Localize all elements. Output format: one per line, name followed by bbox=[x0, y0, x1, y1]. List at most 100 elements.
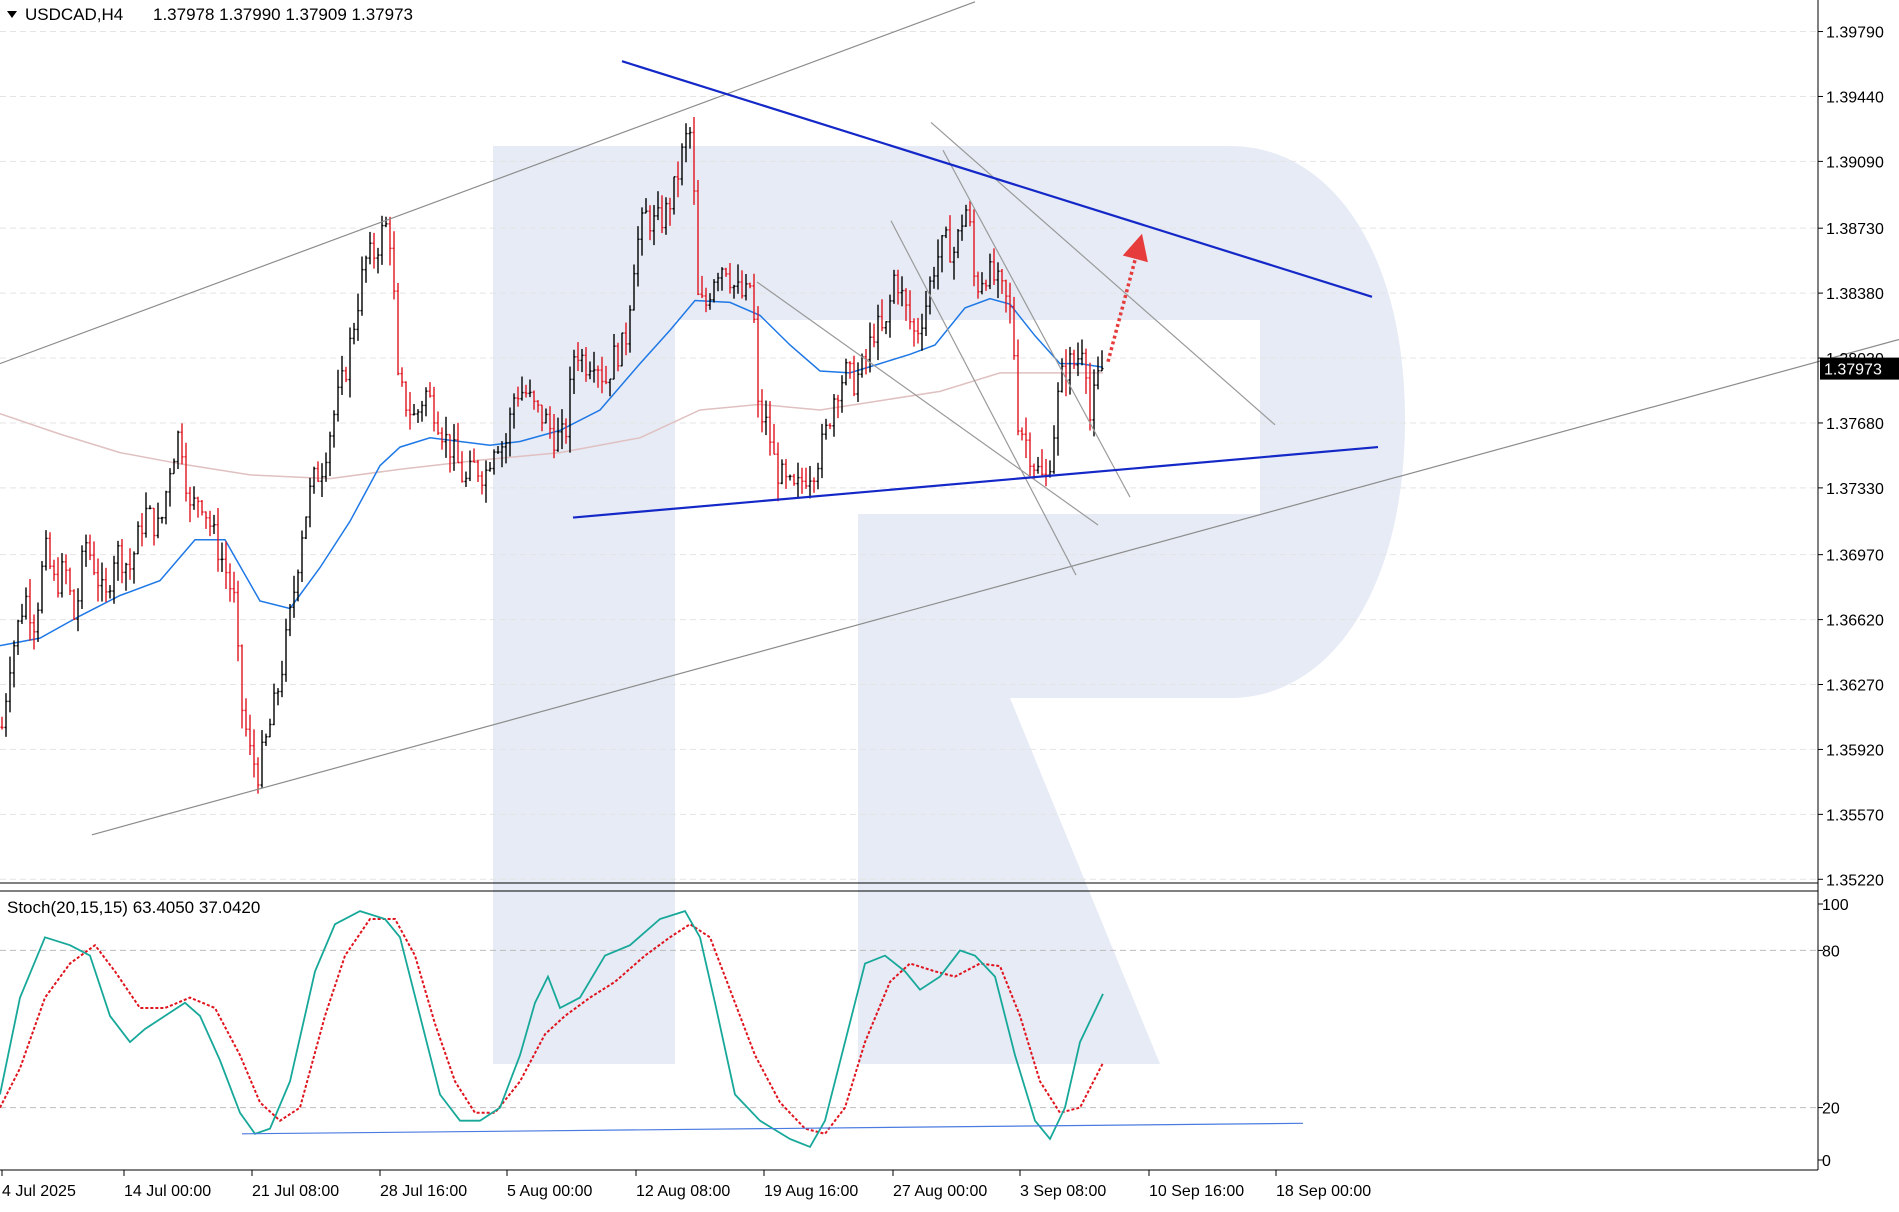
candle bbox=[208, 510, 212, 537]
time-tick-label: 14 Jul 00:00 bbox=[124, 1183, 211, 1200]
candle bbox=[920, 313, 924, 351]
candle bbox=[564, 418, 568, 444]
candle bbox=[532, 390, 536, 410]
candle bbox=[304, 516, 308, 540]
fan-line bbox=[756, 281, 1099, 526]
time-axis: 4 Jul 2025 14 Jul 00:00 21 Jul 08:00 28 Jul… bbox=[1, 1170, 1371, 1200]
candle bbox=[444, 416, 448, 458]
candle bbox=[656, 191, 660, 221]
candle bbox=[380, 215, 384, 265]
candle bbox=[176, 430, 180, 470]
watermark-bowl bbox=[675, 146, 1405, 698]
candle bbox=[324, 452, 328, 482]
price-tick-label: 1.36620 bbox=[1826, 613, 1884, 630]
candle bbox=[700, 275, 704, 299]
time-tick-label: 19 Aug 16:00 bbox=[764, 1183, 858, 1200]
candle bbox=[664, 197, 668, 235]
channel-line bbox=[0, 1, 976, 365]
candle bbox=[336, 369, 340, 422]
candle bbox=[1096, 356, 1100, 390]
candle bbox=[540, 404, 544, 432]
candle bbox=[492, 449, 496, 475]
candle bbox=[1052, 425, 1056, 474]
candle bbox=[916, 317, 920, 344]
candle bbox=[320, 463, 324, 498]
candle bbox=[40, 561, 44, 614]
candle bbox=[1092, 369, 1096, 437]
candle bbox=[360, 256, 364, 316]
candle bbox=[684, 123, 688, 163]
candle bbox=[132, 551, 136, 584]
candle bbox=[92, 541, 96, 576]
candle bbox=[200, 500, 204, 516]
symbol-timeframe-label: USDCAD,H4 bbox=[25, 5, 123, 24]
candle bbox=[548, 406, 552, 439]
candle bbox=[44, 530, 48, 571]
candles bbox=[0, 117, 1104, 794]
candle bbox=[348, 327, 352, 398]
candle bbox=[1040, 449, 1044, 477]
candle bbox=[1000, 269, 1004, 294]
candle bbox=[308, 477, 312, 528]
candle bbox=[24, 587, 28, 620]
fan-line bbox=[942, 149, 1131, 498]
candle bbox=[36, 602, 40, 642]
stoch-main-line bbox=[0, 910, 1104, 1149]
candle bbox=[572, 349, 576, 395]
candle bbox=[1072, 349, 1076, 369]
candle bbox=[680, 143, 684, 186]
candle bbox=[524, 384, 528, 398]
candle bbox=[264, 733, 268, 747]
candle bbox=[248, 714, 252, 756]
candle bbox=[708, 293, 712, 310]
candle bbox=[88, 534, 92, 561]
candle bbox=[464, 471, 468, 488]
candle bbox=[932, 266, 936, 289]
candle bbox=[212, 514, 216, 534]
candle bbox=[976, 271, 980, 299]
candle bbox=[120, 539, 124, 584]
dropdown-triangle-icon[interactable] bbox=[7, 11, 17, 18]
candle bbox=[724, 267, 728, 277]
fan-line bbox=[930, 121, 1276, 426]
candle bbox=[748, 282, 752, 289]
candle bbox=[804, 467, 808, 489]
price-tick-label: 1.39790 bbox=[1826, 25, 1884, 42]
candle bbox=[576, 342, 580, 372]
candle bbox=[592, 351, 596, 383]
candle bbox=[452, 424, 456, 471]
candle bbox=[388, 216, 392, 266]
candle bbox=[600, 356, 604, 394]
candle bbox=[816, 462, 820, 490]
candle bbox=[796, 462, 800, 499]
candle bbox=[12, 640, 16, 688]
candle bbox=[276, 688, 280, 706]
candle bbox=[356, 293, 360, 341]
price-tick-label: 1.38730 bbox=[1826, 221, 1884, 238]
candle bbox=[296, 569, 300, 602]
candle bbox=[608, 378, 612, 397]
candle bbox=[996, 262, 1000, 299]
candle bbox=[160, 516, 164, 524]
candle bbox=[556, 417, 560, 452]
current-price-box bbox=[1820, 357, 1899, 380]
candle bbox=[1088, 362, 1092, 431]
stoch-tick-label: 0 bbox=[1822, 1153, 1831, 1170]
candle bbox=[512, 393, 516, 429]
candle bbox=[100, 562, 104, 602]
candle bbox=[812, 477, 816, 493]
candle bbox=[772, 424, 776, 455]
candle bbox=[112, 555, 116, 604]
time-tick-label: 3 Sep 08:00 bbox=[1020, 1183, 1106, 1200]
candle bbox=[644, 198, 648, 214]
candle bbox=[1004, 279, 1008, 313]
candle bbox=[624, 322, 628, 356]
candle bbox=[312, 466, 316, 494]
candle bbox=[500, 441, 504, 468]
candle bbox=[964, 204, 968, 227]
candle bbox=[660, 195, 664, 234]
candle bbox=[56, 557, 60, 598]
candle bbox=[716, 272, 720, 292]
candle bbox=[184, 442, 188, 502]
candle bbox=[252, 729, 256, 778]
